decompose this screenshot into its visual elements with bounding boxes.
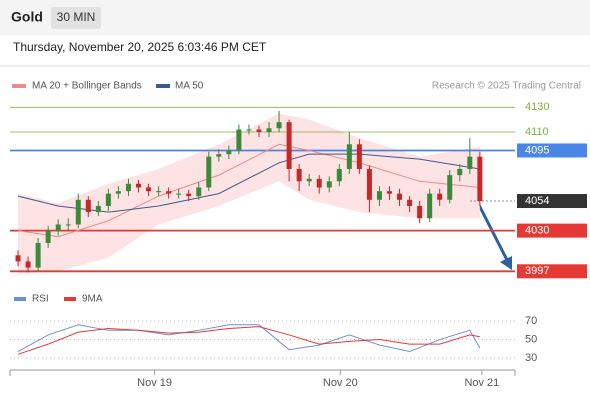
candle-body [65, 224, 71, 226]
candle-body [427, 193, 433, 219]
y-tick-label: 30 [525, 352, 537, 364]
candle-body [176, 193, 182, 195]
ma50-line [17, 153, 480, 213]
candle-body [115, 191, 121, 194]
legend-label: 9MA [82, 294, 103, 305]
candle-body [276, 122, 282, 129]
level-box [517, 264, 587, 279]
candle-body [236, 129, 242, 151]
candle-body [346, 144, 352, 169]
candle-body [35, 242, 41, 268]
candle-body [156, 191, 162, 193]
credit: Research © 2025 Trading Central [432, 81, 581, 92]
candle-body [125, 183, 131, 192]
level-box [517, 223, 587, 238]
oscillator-line [17, 326, 480, 355]
level-box [517, 194, 587, 209]
legend-label: MA 50 [175, 81, 204, 92]
candle-body [256, 129, 262, 132]
legend-label: RSI [32, 294, 49, 305]
candle-body [437, 193, 443, 200]
level-label: 4095 [525, 144, 549, 156]
candle-body [85, 199, 91, 213]
candle-body [326, 181, 332, 188]
level-label: 3997 [525, 265, 549, 277]
forecast-arrow [476, 202, 510, 263]
arrow-head [500, 256, 512, 270]
candle-body [376, 191, 382, 200]
level-label: 4130 [525, 101, 549, 113]
candle-body [336, 168, 342, 182]
candle-body [55, 224, 61, 231]
candle-body [477, 156, 483, 202]
candle-body [417, 205, 423, 219]
candle-body [206, 156, 212, 188]
candle-body [447, 175, 453, 200]
candle-body [457, 168, 463, 176]
candle-body [166, 191, 172, 194]
candle-body [306, 178, 312, 182]
oscillator-line [17, 324, 481, 353]
y-tick-label: 50 [525, 333, 537, 345]
x-tick-label: Nov 19 [137, 377, 172, 389]
candle-body [366, 168, 372, 200]
candle-body [266, 128, 272, 132]
legend-swatch [156, 84, 170, 88]
y-tick-label: 70 [525, 315, 537, 327]
candle-body [387, 191, 393, 194]
legend-label: MA 20 + Bollinger Bands [32, 81, 142, 92]
level-label: 4030 [525, 225, 549, 237]
x-tick-label: Nov 21 [464, 377, 499, 389]
level-label: 4110 [525, 126, 549, 138]
candle-body [216, 154, 222, 157]
candle-body [15, 255, 21, 262]
candle-body [316, 178, 322, 188]
candle-body [286, 122, 292, 169]
candle-body [105, 193, 111, 206]
ma20-line [17, 143, 480, 238]
interval: 30 MIN [57, 10, 96, 24]
candle-body [246, 129, 252, 131]
title: Gold [11, 9, 43, 25]
level-box [517, 143, 587, 158]
legend-swatch [14, 297, 26, 301]
bollinger-band [18, 113, 480, 274]
candle-body [186, 193, 192, 197]
candle-body [146, 187, 152, 192]
legend-swatch [64, 297, 76, 301]
candle-body [25, 261, 31, 268]
candle-body [45, 230, 51, 243]
candle-body [75, 199, 81, 225]
candle-body [397, 193, 403, 200]
x-tick-label: Nov 20 [323, 377, 358, 389]
interval-badge [51, 7, 101, 29]
candle-body [226, 150, 232, 155]
candle-body [136, 183, 142, 188]
candle-body [407, 199, 413, 206]
legend-swatch [12, 84, 26, 88]
level-label: 4054 [525, 195, 549, 207]
candle-body [467, 156, 473, 169]
candle-body [296, 168, 302, 182]
candle-body [95, 205, 101, 213]
candle-body [356, 144, 362, 169]
timestamp: Thursday, November 20, 2025 6:03:46 PM C… [13, 40, 267, 54]
candle-body [196, 187, 202, 197]
